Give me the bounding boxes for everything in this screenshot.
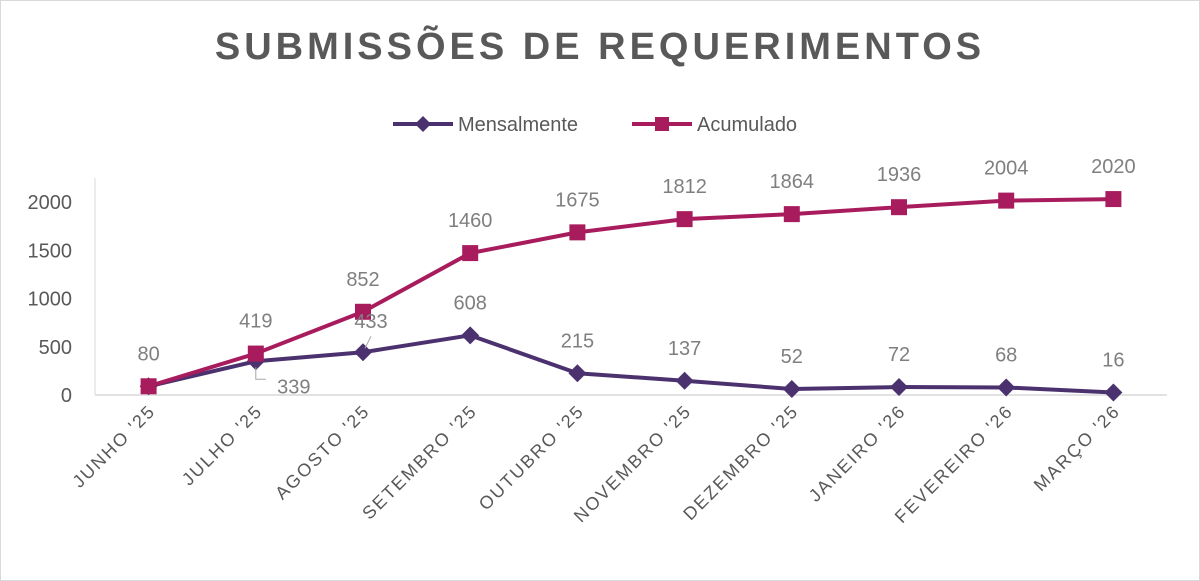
x-tick-label: NOVEMBRO '25 xyxy=(570,401,696,527)
marker-mensalmente xyxy=(354,343,372,362)
leader-line xyxy=(364,335,372,349)
y-tick-label: 1000 xyxy=(28,289,73,311)
marker-mensalmente xyxy=(568,364,587,383)
data-label-acumulado: 1460 xyxy=(448,210,493,232)
x-tick-label: JANEIRO '26 xyxy=(805,401,910,506)
data-label-acumulado: 1936 xyxy=(877,164,922,186)
marker-acumulado xyxy=(462,245,479,262)
series-line-acumulado xyxy=(148,197,1114,389)
marker-acumulado xyxy=(998,192,1015,209)
data-label-mensalmente: 608 xyxy=(454,292,487,314)
marker-mensalmente xyxy=(997,378,1016,397)
leader-line xyxy=(255,367,266,380)
marker-acumulado xyxy=(355,303,371,320)
x-tick-label: JULHO '25 xyxy=(178,401,267,490)
x-tick-label: MARÇO '26 xyxy=(1030,401,1124,495)
x-tick-label: FEVEREIRO '26 xyxy=(891,401,1017,527)
legend-square-icon xyxy=(655,117,669,131)
x-tick-label: SETEMBRO '25 xyxy=(358,401,481,524)
data-label-mensalmente: 215 xyxy=(561,330,594,352)
marker-mensalmente xyxy=(890,378,908,397)
marker-acumulado xyxy=(676,211,693,228)
data-label-mensalmente: 433 xyxy=(354,311,387,333)
y-tick-label: 0 xyxy=(61,385,72,407)
data-label-mensalmente: 16 xyxy=(1102,349,1124,371)
data-label-acumulado: 1864 xyxy=(770,171,815,193)
data-label-acumulado: 1675 xyxy=(555,189,600,211)
marker-acumulado xyxy=(569,224,586,241)
marker-mensalmente xyxy=(1104,383,1123,402)
x-tick-label: AGOSTO '25 xyxy=(271,401,374,504)
data-label-acumulado: 2004 xyxy=(984,158,1029,180)
data-label-acumulado: 852 xyxy=(346,269,379,291)
data-label-acumulado: 419 xyxy=(239,311,272,333)
marker-mensalmente xyxy=(461,326,480,345)
y-tick-label: 1500 xyxy=(28,240,73,262)
data-label-acumulado: 2020 xyxy=(1091,156,1136,178)
marker-acumulado xyxy=(140,378,157,395)
legend-label: Mensalmente xyxy=(458,114,578,136)
marker-mensalmente xyxy=(675,371,694,390)
data-label-mensalmente: 52 xyxy=(781,346,803,368)
y-tick-label: 500 xyxy=(39,337,72,359)
marker-acumulado xyxy=(247,345,264,362)
marker-acumulado xyxy=(783,206,800,223)
y-tick-label: 2000 xyxy=(28,192,73,214)
x-tick-label: JUNHO '25 xyxy=(69,401,160,492)
data-label-acumulado: 1812 xyxy=(662,176,707,198)
data-label-mensalmente: 137 xyxy=(668,338,701,360)
marker-mensalmente xyxy=(782,379,801,398)
series-line-mensalmente xyxy=(148,333,1114,395)
x-tick-label: OUTUBRO '25 xyxy=(475,401,588,514)
legend-label: Acumulado xyxy=(697,114,797,136)
data-label-mensalmente: 339 xyxy=(277,376,310,398)
x-tick-label: DEZEMBRO '25 xyxy=(679,401,802,524)
legend-diamond-icon xyxy=(415,116,431,132)
data-label-mensalmente: 68 xyxy=(995,344,1017,366)
marker-acumulado xyxy=(891,199,907,216)
chart-title: SUBMISSÕES DE REQUERIMENTOS xyxy=(214,26,986,68)
data-label-mensalmente: 72 xyxy=(888,344,910,366)
data-label-acumulado: 80 xyxy=(137,343,159,365)
marker-acumulado xyxy=(1105,191,1122,208)
